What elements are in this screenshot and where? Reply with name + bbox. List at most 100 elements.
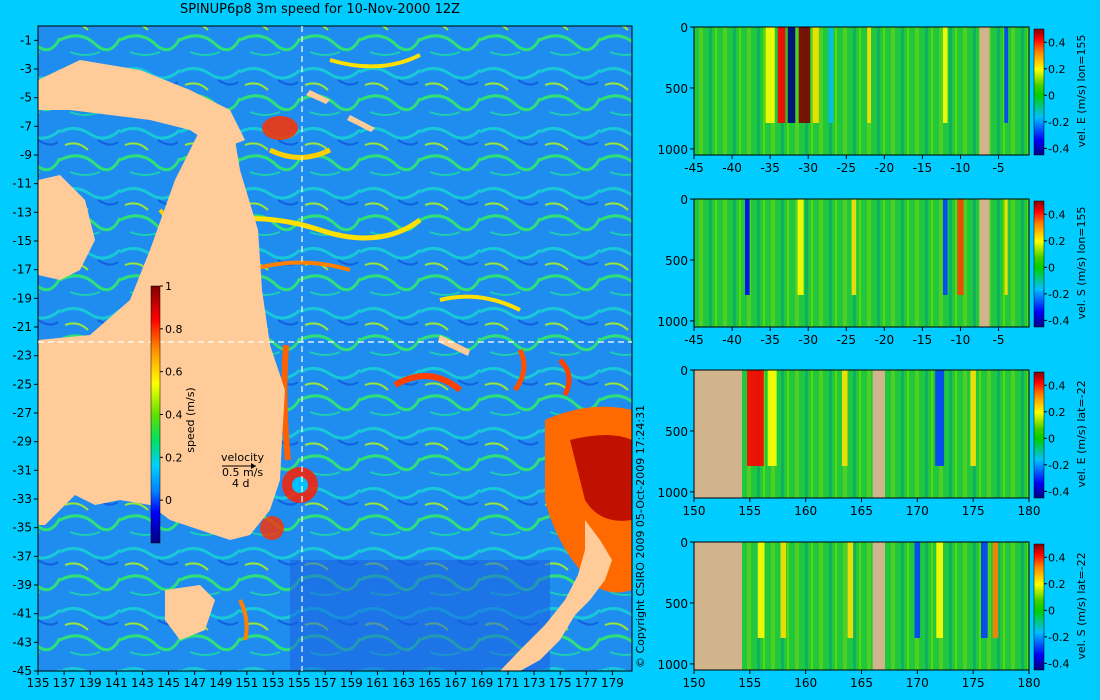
section-colorbar-tick-label: 0.4 (1048, 208, 1066, 221)
section-colorbar-tick-label: 0 (1048, 432, 1055, 445)
map-x-tick-label: 159 (340, 676, 363, 690)
map-x-tick-label: 179 (601, 676, 624, 690)
map-y-tick-label: -25 (12, 377, 32, 391)
speed-colorbar-ticks: 1 0.8 0.6 0.4 0.2 0 (160, 280, 183, 507)
section-field (694, 199, 1029, 327)
section-colorbar-tick-label: -0.2 (1048, 288, 1069, 301)
section-colorbar-tick-label: -0.4 (1048, 314, 1069, 327)
map-x-tick-label: 157 (314, 676, 337, 690)
velocity-streak (1004, 199, 1008, 295)
land-australia (38, 110, 285, 540)
velocity-streak (851, 199, 857, 295)
map-y-tick-label: -17 (12, 263, 32, 277)
velocity-streak (747, 370, 764, 466)
map-x-tick-label: 141 (105, 676, 128, 690)
map-y-tick-label: -33 (12, 492, 32, 506)
section-colorbar-tick-label: 0 (1048, 604, 1055, 617)
velocity-streak (765, 27, 775, 123)
section-colorbar-tick-label: 0.2 (1048, 235, 1066, 248)
speed-colorbar-tick-label: 0 (165, 494, 172, 507)
section-x-tick-label: -10 (951, 161, 971, 175)
map-y-tick-label: -9 (20, 148, 32, 162)
section-colorbar-tick-label: 0.4 (1048, 379, 1066, 392)
section-panel-south-velocity-lat-22: 150 155 160 165 170 175 180 0 500 1000 0.4 0.2 0 -0.2… (657, 536, 1088, 690)
velocity-streak (914, 542, 921, 638)
map-x-tick-label: 149 (209, 676, 232, 690)
section-x-tick-label: 155 (738, 504, 761, 518)
section-x-tick-label: 180 (1018, 504, 1041, 518)
section-x-tick-label: 175 (962, 504, 985, 518)
map-y-tick-label: -19 (12, 291, 32, 305)
map-x-tick-label: 173 (523, 676, 546, 690)
map-y-tick-label: -31 (12, 463, 32, 477)
section-colorbar-label: vel. E (m/s) lon=155 (1075, 35, 1088, 148)
section-y-tick-label: 500 (665, 254, 688, 268)
velocity-streak (1004, 27, 1009, 123)
velocity-streak (787, 27, 796, 123)
map-frame (37, 25, 633, 672)
section-x-tick-label: -40 (722, 333, 742, 347)
map-x-tick-label: 143 (131, 676, 154, 690)
section-field (694, 542, 1029, 670)
map-x-tick-label: 163 (392, 676, 415, 690)
section-colorbar (1033, 371, 1045, 499)
section-frame (693, 198, 1030, 328)
velocity-streak (797, 199, 804, 295)
map-x-tick-label: 151 (235, 676, 258, 690)
section-x-tick-label: -20 (875, 161, 895, 175)
land-new-zealand (500, 520, 612, 671)
map-y-tick-label: -35 (12, 521, 32, 535)
section-x-tick-label: -40 (722, 161, 742, 175)
section-x-tick-label: -35 (760, 333, 780, 347)
map-y-tick-label: -7 (20, 119, 32, 133)
speed-colorbar-tick-label: 0.2 (165, 451, 183, 464)
section-x-tick-label: -15 (913, 333, 933, 347)
velocity-streak (828, 27, 834, 123)
map-x-tick-label: 165 (418, 676, 441, 690)
map-y-tick-label: -39 (12, 578, 32, 592)
section-panel-east-velocity-lon155: -45 -40 -35 -30 -25 -20 -15 -10 -5 0 500 1000 0.4 0.2… (657, 21, 1088, 175)
cool-region (290, 560, 550, 671)
map-y-tick-label: -3 (20, 62, 32, 76)
velocity-streak (942, 27, 948, 123)
velocity-streak (936, 542, 944, 638)
velocity-streak (777, 27, 786, 123)
section-colorbar-tick-label: 0.4 (1048, 551, 1066, 564)
section-x-tick-label: 150 (683, 504, 706, 518)
map-x-tick-label: 177 (575, 676, 598, 690)
section-y-tick-label: 500 (665, 597, 688, 611)
section-x-tick-label: -30 (798, 161, 818, 175)
map-y-tick-label: -11 (12, 177, 32, 191)
map-y-tick-label: -5 (20, 91, 32, 105)
speed-colorbar-tick-label: 0.4 (165, 409, 183, 422)
section-y-tick-label: 1000 (657, 658, 688, 672)
velocity-streak (841, 370, 848, 466)
map-y-tick-label: -27 (12, 406, 32, 420)
speed-colorbar-label: speed (m/s) (184, 387, 197, 452)
section-y-tick-label: 500 (665, 425, 688, 439)
section-x-tick-label: -15 (913, 161, 933, 175)
map-x-tick-label: 155 (288, 676, 311, 690)
bathymetry-mask (872, 542, 885, 670)
section-colorbar-label: vel. S (m/s) lon=155 (1075, 206, 1088, 319)
section-colorbar-label: vel. E (m/s) lat=-22 (1075, 380, 1088, 487)
section-x-tick-label: 160 (794, 676, 817, 690)
section-x-tick-label: 165 (850, 504, 873, 518)
land-new-caledonia (438, 335, 470, 356)
copyright-text: © Copyright CSIRO 2009 05-Oct-2009 17:24… (634, 405, 647, 668)
section-colorbar (1033, 28, 1045, 156)
velocity-streak (798, 27, 811, 123)
bathymetry-mask (694, 370, 743, 498)
map-x-tick-label: 171 (497, 676, 520, 690)
section-y-tick-label: 0 (680, 536, 688, 550)
velocity-streak (745, 199, 750, 295)
section-colorbar (1033, 200, 1045, 328)
section-colorbar-tick-label: 0 (1048, 261, 1055, 274)
section-field (694, 370, 1029, 498)
section-colorbar-tick-label: -0.4 (1048, 142, 1069, 155)
section-colorbar (1033, 543, 1045, 671)
map-y-tick-label: -29 (12, 435, 32, 449)
map-y-tick-label: -15 (12, 234, 32, 248)
map-y-tick-label: -43 (12, 635, 32, 649)
